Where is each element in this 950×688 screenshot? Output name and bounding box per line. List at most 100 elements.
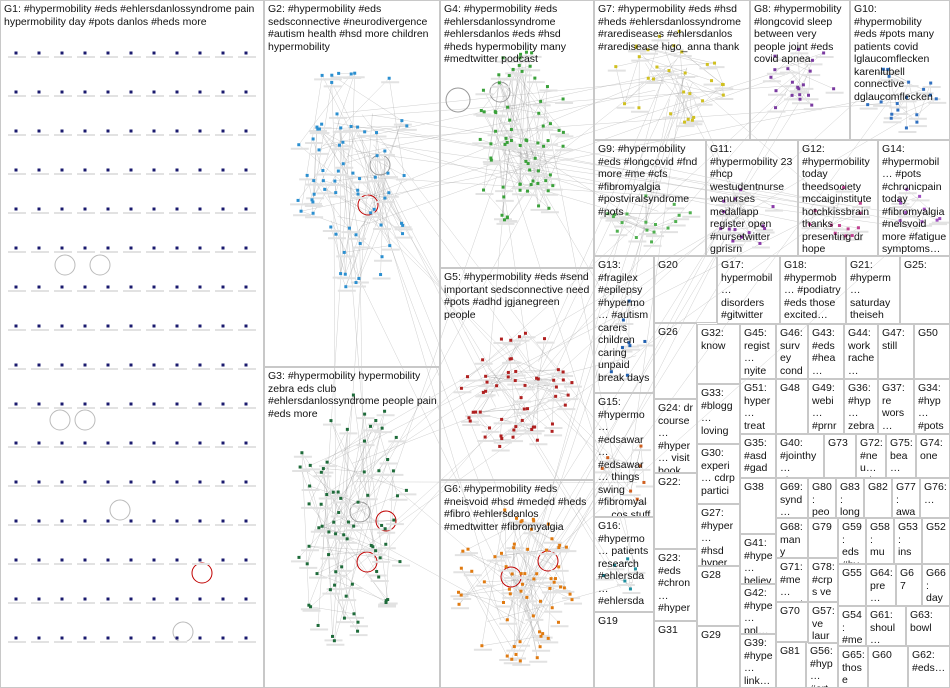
node-g4-188 bbox=[517, 63, 521, 67]
node-g5-243 bbox=[478, 410, 482, 414]
node-g10-391 bbox=[896, 108, 900, 112]
group-box-g46: G46: survey condi… resea… bbox=[776, 324, 808, 379]
node-g3-102 bbox=[384, 599, 388, 603]
node-g15-466 bbox=[635, 497, 639, 501]
node-g10-395 bbox=[889, 116, 893, 120]
node-g5-219 bbox=[506, 370, 510, 374]
edge-500 bbox=[523, 63, 809, 596]
node-g9-409 bbox=[645, 228, 649, 232]
group-label-g80: G80: peo… bbox=[812, 481, 832, 518]
node-g8-369 bbox=[790, 93, 794, 97]
node-g3-104 bbox=[333, 583, 337, 587]
node-g1-97 bbox=[221, 363, 225, 367]
node-g5-215 bbox=[535, 376, 539, 380]
node-g11-422 bbox=[739, 188, 743, 192]
node-g9-418 bbox=[620, 221, 624, 225]
edge-185 bbox=[507, 78, 536, 143]
node-g2-37 bbox=[387, 76, 391, 80]
node-g7-356 bbox=[669, 112, 673, 116]
node-g8-365 bbox=[796, 47, 800, 51]
node-g4-152 bbox=[541, 124, 545, 128]
node-g1-71 bbox=[129, 285, 133, 289]
node-g5-223 bbox=[536, 377, 540, 381]
node-g2-57 bbox=[358, 177, 362, 181]
node-g1-172 bbox=[175, 636, 179, 640]
node-g2-29 bbox=[330, 80, 334, 84]
edge-355 bbox=[615, 51, 682, 67]
node-g3-91 bbox=[394, 435, 398, 439]
edge-450 bbox=[899, 189, 907, 221]
node-g6-317 bbox=[539, 634, 543, 638]
node-g6-308 bbox=[512, 546, 516, 550]
group-box-g48: G48 bbox=[776, 379, 808, 434]
node-g7-350 bbox=[677, 29, 681, 33]
node-g4-178 bbox=[518, 188, 522, 192]
edge-290 bbox=[501, 553, 541, 647]
node-g1-119 bbox=[221, 441, 225, 445]
node-g11-421 bbox=[719, 227, 723, 231]
node-g2-62 bbox=[383, 196, 387, 200]
edge-188 bbox=[519, 65, 553, 186]
node-g1-40 bbox=[175, 168, 179, 172]
edge-452 bbox=[900, 196, 920, 204]
group-box-g31: G31 bbox=[654, 621, 697, 688]
node-g6-277 bbox=[518, 640, 522, 644]
node-g4-205 bbox=[478, 137, 482, 141]
group-label-g4: G4: #hypermobility #eds #ehlersdanlossyn… bbox=[444, 3, 566, 65]
node-g3-75 bbox=[386, 458, 390, 462]
node-g4-171 bbox=[502, 195, 506, 199]
node-g1-100 bbox=[37, 402, 41, 406]
node-g3-125 bbox=[308, 463, 312, 467]
node-g3-109 bbox=[321, 467, 325, 471]
edge-15 bbox=[336, 113, 361, 244]
edge-284 bbox=[461, 568, 521, 662]
node-g1-133 bbox=[37, 519, 41, 523]
node-g4-180 bbox=[546, 139, 550, 143]
group-label-g77: G77: awa… bbox=[896, 481, 916, 518]
edge-249 bbox=[500, 396, 556, 437]
edge-386 bbox=[916, 82, 931, 123]
edge-506 bbox=[504, 153, 831, 213]
node-g1-79 bbox=[60, 324, 64, 328]
group-label-g9: G9: #hypermobility #eds #longcovid #fnd … bbox=[598, 143, 698, 218]
edge-351 bbox=[624, 56, 640, 104]
node-g12-438 bbox=[833, 231, 837, 235]
node-g6-321 bbox=[505, 618, 509, 622]
node-g1-17 bbox=[152, 90, 156, 94]
edge-73 bbox=[323, 468, 365, 473]
edge-556 bbox=[324, 112, 917, 461]
node-g6-272 bbox=[510, 657, 514, 661]
node-g1-44 bbox=[14, 207, 18, 211]
node-g6-331 bbox=[482, 580, 486, 584]
node-g1-174 bbox=[221, 636, 225, 640]
group-label-g46: G46: survey condi… resea… bbox=[780, 327, 803, 378]
edge-93 bbox=[310, 440, 365, 466]
node-g1-165 bbox=[14, 636, 18, 640]
node-g16-473 bbox=[612, 563, 616, 567]
node-g1-33 bbox=[14, 168, 18, 172]
edge-94 bbox=[334, 550, 376, 586]
node-g2-65 bbox=[351, 171, 355, 175]
node-g4-149 bbox=[518, 143, 522, 147]
group-box-g79: G79 bbox=[808, 518, 838, 558]
node-g1-48 bbox=[106, 207, 110, 211]
node-g2-51 bbox=[375, 131, 379, 135]
node-g5-244 bbox=[561, 370, 565, 374]
group-box-g49: G49: webi… #prnr… joint… bbox=[808, 379, 844, 434]
group-label-g73: G73 bbox=[828, 437, 848, 449]
edge-313 bbox=[461, 589, 510, 596]
group-label-g79: G79 bbox=[812, 521, 832, 533]
node-g3-97 bbox=[344, 594, 348, 598]
group-box-g60: G60 bbox=[868, 646, 908, 688]
node-g3-74 bbox=[328, 588, 332, 592]
node-g1-122 bbox=[37, 480, 41, 484]
edge-549 bbox=[518, 67, 666, 612]
node-g10-400 bbox=[886, 67, 890, 71]
edge-539 bbox=[681, 72, 840, 211]
node-g3-133 bbox=[352, 524, 356, 528]
node-g16-476 bbox=[628, 587, 632, 591]
edge-143 bbox=[338, 491, 382, 526]
group-label-g12: G12: #hypermobility today theedsociety m… bbox=[802, 143, 872, 255]
node-layer bbox=[8, 29, 950, 666]
node-g1-115 bbox=[129, 441, 133, 445]
